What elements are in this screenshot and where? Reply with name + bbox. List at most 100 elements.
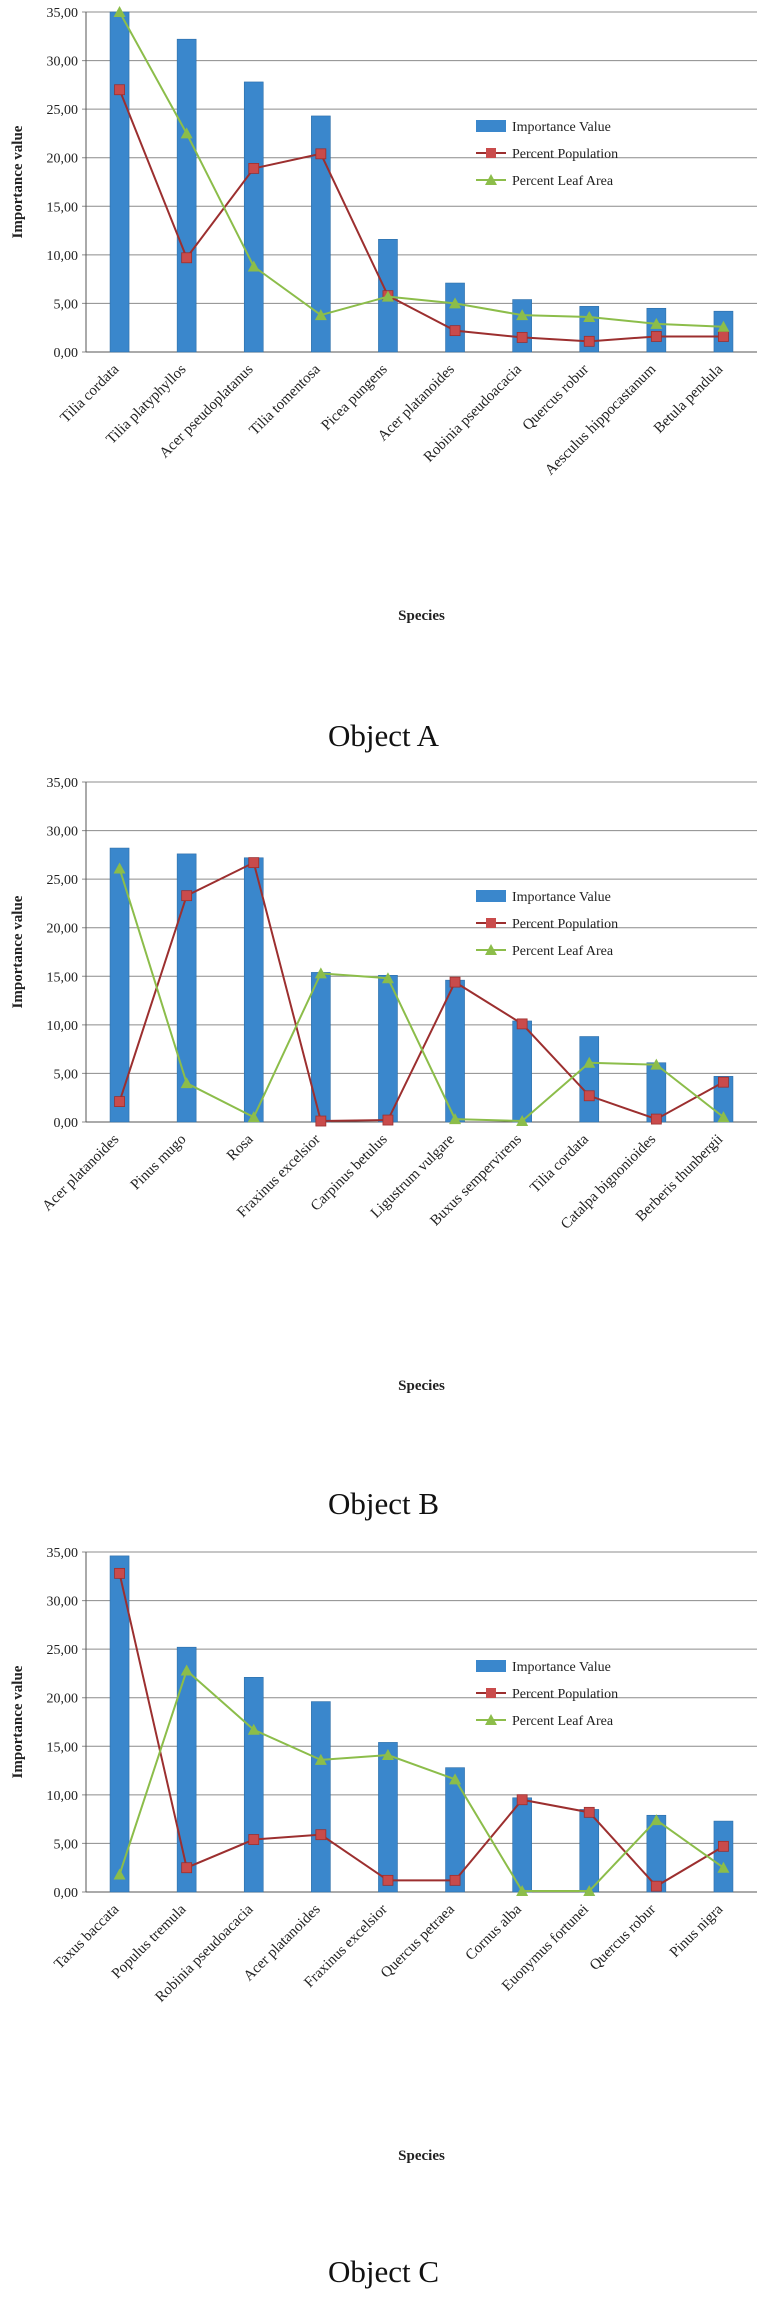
point-percent-population (449, 325, 461, 337)
legend-label: Importance Value (512, 120, 611, 135)
legend-marker (485, 1714, 497, 1725)
y-tick-label: 0,00 (54, 1116, 79, 1131)
legend-marker (486, 1688, 496, 1698)
point-percent-leaf-area (650, 1058, 663, 1070)
point-percent-population (516, 1794, 528, 1806)
point-percent-population (181, 252, 193, 264)
legend-label: Percent Population (512, 147, 618, 162)
x-axis-title: Species (398, 608, 445, 624)
x-tick-label: Tilia tomentosa (246, 361, 323, 438)
y-tick-label: 15,00 (47, 200, 79, 215)
bar-pinus-nigra (713, 1820, 734, 1893)
point-percent-population (516, 1018, 528, 1030)
y-tick-label: 15,00 (47, 970, 79, 985)
point-percent-leaf-area (314, 1753, 327, 1765)
point-percent-leaf-area (717, 1111, 730, 1123)
bar-pinus-mugo (176, 853, 197, 1123)
point-percent-leaf-area (516, 1885, 529, 1897)
y-tick-label: 30,00 (47, 55, 79, 70)
y-tick-label: 25,00 (47, 873, 79, 888)
point-percent-population (315, 148, 327, 160)
y-tick-label: 5,00 (54, 1837, 79, 1852)
point-percent-leaf-area (516, 309, 529, 321)
legend-marker (485, 944, 497, 955)
y-tick-label: 10,00 (47, 1019, 79, 1034)
x-tick-label: Cornus alba (463, 1901, 526, 1964)
point-percent-leaf-area (247, 1723, 260, 1735)
y-tick-label: 30,00 (47, 1595, 79, 1610)
bar-robinia-pseudoacacia (512, 299, 532, 353)
bar-acer-platanoides (445, 282, 465, 353)
bar-populus-tremula (176, 1646, 197, 1893)
chart-panel-object-b: 0,00 5,00 10,00 15,00 20,00 25,00 30,00 35,00 Ac… (0, 770, 767, 1540)
y-tick-label: 20,00 (47, 922, 79, 937)
point-percent-leaf-area (516, 1115, 529, 1127)
y-tick-label: 0,00 (54, 1886, 79, 1901)
y-tick-label: 25,00 (47, 103, 79, 118)
point-percent-leaf-area (381, 290, 394, 302)
point-percent-population (718, 1076, 729, 1088)
series-line-percent-leaf-area (118, 1668, 725, 1893)
point-percent-population (516, 332, 528, 343)
x-tick-label: Aesculus hippocastanum (542, 361, 659, 478)
y-tick-label: 20,00 (47, 1692, 79, 1707)
point-percent-population (650, 1880, 662, 1892)
bar-buxus-sempervirens (512, 1020, 532, 1123)
chart-caption: Object A (327, 718, 440, 753)
y-axis-title: Importance value (10, 125, 26, 238)
point-percent-population (248, 162, 260, 174)
y-axis-title: Importance value (10, 895, 26, 1008)
point-percent-population (248, 857, 260, 869)
bar-acer-pseudoplatanus (243, 81, 264, 353)
x-tick-label: Taxus baccata (51, 1901, 122, 1972)
chart-object-c: 0,00 5,00 10,00 15,00 20,00 25,00 30,00 35,00 Ta… (10, 1546, 757, 2164)
point-percent-population (718, 1840, 729, 1852)
bar-acer-platanoides (311, 1701, 331, 1893)
point-percent-population (315, 1115, 327, 1127)
chart-panel-object-a: 0,00 5,00 10,00 15,00 20,00 25,00 30,00 35,00 Ti… (0, 0, 767, 770)
bar-tilia-platyphyllos (176, 38, 197, 353)
series-line-percent-population (118, 89, 724, 343)
y-tick-label: 0,00 (54, 346, 79, 361)
y-tick-label: 5,00 (54, 297, 79, 312)
legend-label: Importance Value (512, 1660, 611, 1675)
legend-label: Percent Population (512, 917, 618, 932)
point-percent-leaf-area (717, 320, 730, 332)
point-percent-leaf-area (449, 297, 462, 309)
point-percent-leaf-area (583, 311, 596, 323)
point-percent-population (114, 1096, 125, 1108)
legend: Importance Value Percent Population Percen… (476, 120, 618, 189)
point-percent-population (583, 1806, 595, 1818)
chart-object-b: 0,00 5,00 10,00 15,00 20,00 25,00 30,00 35,00 Ac… (10, 776, 757, 1394)
y-tick-label: 10,00 (47, 249, 79, 264)
x-tick-label: Picea pungens (318, 361, 390, 433)
bar-fraxinus-excelsior (378, 1742, 398, 1893)
chart-caption: Object B (327, 1486, 440, 1521)
y-tick-label: 20,00 (47, 152, 79, 167)
point-percent-leaf-area (650, 1814, 663, 1826)
legend-swatch (476, 890, 506, 902)
bar-robinia-pseudoacacia (243, 1677, 264, 1893)
point-percent-population (114, 1567, 125, 1579)
point-percent-leaf-area (113, 1868, 126, 1880)
point-percent-leaf-area (449, 1113, 462, 1125)
point-percent-population (583, 335, 595, 347)
point-percent-leaf-area (449, 1773, 462, 1785)
bar-aesculus-hippocastanum (646, 307, 667, 353)
point-percent-population (181, 1862, 193, 1874)
point-percent-population (181, 890, 193, 902)
bar-tilia-cordata (109, 11, 130, 353)
y-tick-label: 35,00 (47, 6, 79, 21)
point-percent-population (315, 1829, 327, 1841)
y-tick-label: 5,00 (54, 1067, 79, 1082)
point-percent-population (382, 1114, 394, 1126)
x-tick-label: Pinus nigra (667, 1901, 727, 1961)
bar-cornus-alba (512, 1797, 532, 1893)
x-tick-label: Betula pendula (651, 361, 726, 436)
chart-panel-object-c: 0,00 5,00 10,00 15,00 20,00 25,00 30,00 35,00 Ta… (0, 1540, 767, 2303)
y-axis-title: Importance value (10, 1665, 26, 1778)
point-percent-leaf-area (180, 1664, 193, 1676)
x-tick-label: Quercus robur (520, 362, 592, 434)
bar-acer-platanoides (109, 847, 130, 1123)
legend-label: Percent Leaf Area (512, 944, 614, 959)
